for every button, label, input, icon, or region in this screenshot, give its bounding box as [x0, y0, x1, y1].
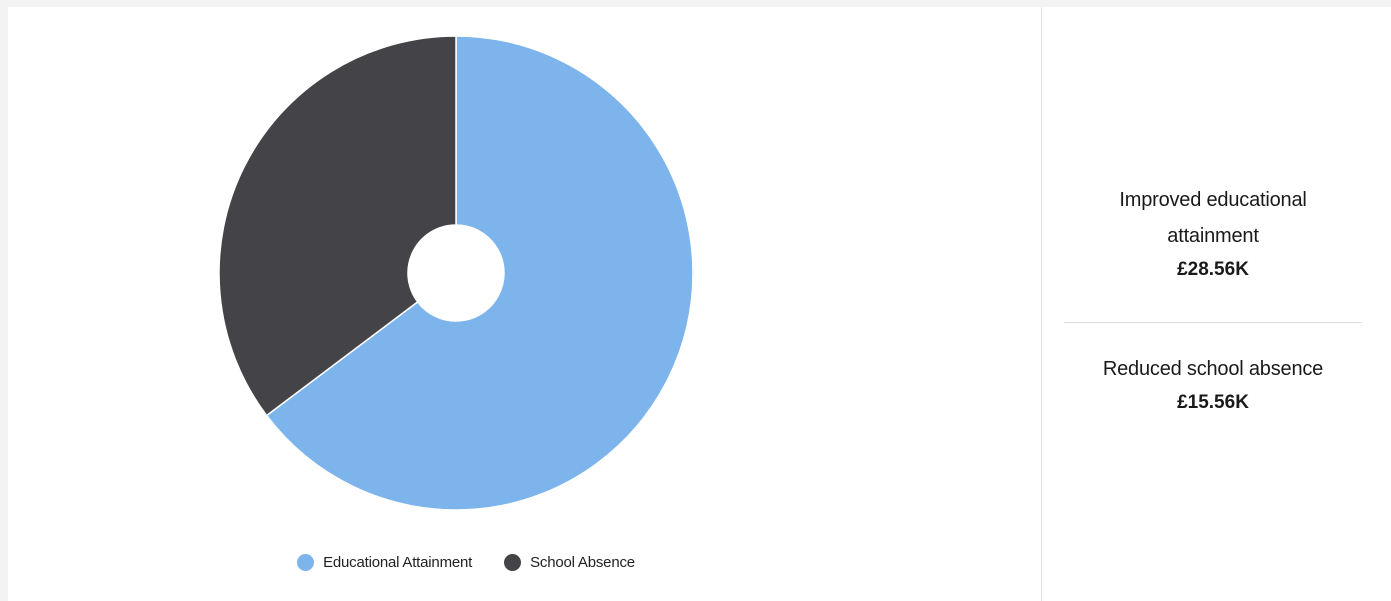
legend-marker [297, 554, 315, 571]
summary-panel: Improved educational attainment £28.56K … [1064, 7, 1362, 601]
summary-divider [1064, 322, 1362, 323]
donut-chart [218, 35, 694, 511]
summary-value: £28.56K [1177, 259, 1249, 280]
summary-label: Improved educational attainment [1119, 189, 1307, 247]
chart-legend: Educational Attainment School Absence [8, 554, 924, 571]
summary-label: Reduced school absence [1102, 358, 1324, 380]
vertical-divider [1041, 7, 1042, 601]
summary-item-school-absence: Reduced school absence £15.56K [1064, 351, 1362, 419]
legend-label: Educational Attainment [323, 554, 473, 571]
pie-slice-school-absence[interactable] [218, 35, 457, 417]
summary-value: £15.56K [1177, 392, 1249, 413]
chart-card: Educational Attainment School Absence Im… [8, 7, 1391, 601]
summary-item-educational-attainment: Improved educational attainment £28.56K [1064, 182, 1362, 286]
legend-item-school-absence[interactable]: School Absence [504, 554, 635, 571]
legend-label: School Absence [530, 554, 635, 571]
legend-item-educational-attainment[interactable]: Educational Attainment [297, 554, 472, 571]
chart-area: Educational Attainment School Absence [8, 7, 1041, 601]
pie-slice-educational-attainment[interactable] [265, 35, 694, 511]
legend-marker [504, 554, 522, 571]
